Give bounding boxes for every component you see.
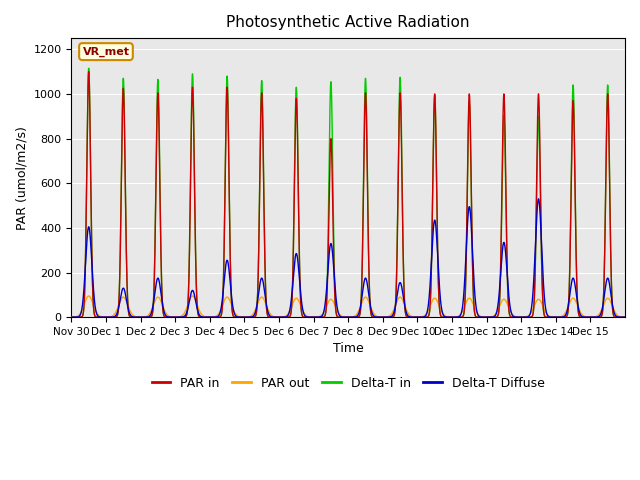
Text: VR_met: VR_met — [83, 47, 129, 57]
Title: Photosynthetic Active Radiation: Photosynthetic Active Radiation — [227, 15, 470, 30]
Y-axis label: PAR (umol/m2/s): PAR (umol/m2/s) — [15, 126, 28, 229]
Legend: PAR in, PAR out, Delta-T in, Delta-T Diffuse: PAR in, PAR out, Delta-T in, Delta-T Dif… — [147, 372, 550, 395]
X-axis label: Time: Time — [333, 342, 364, 356]
